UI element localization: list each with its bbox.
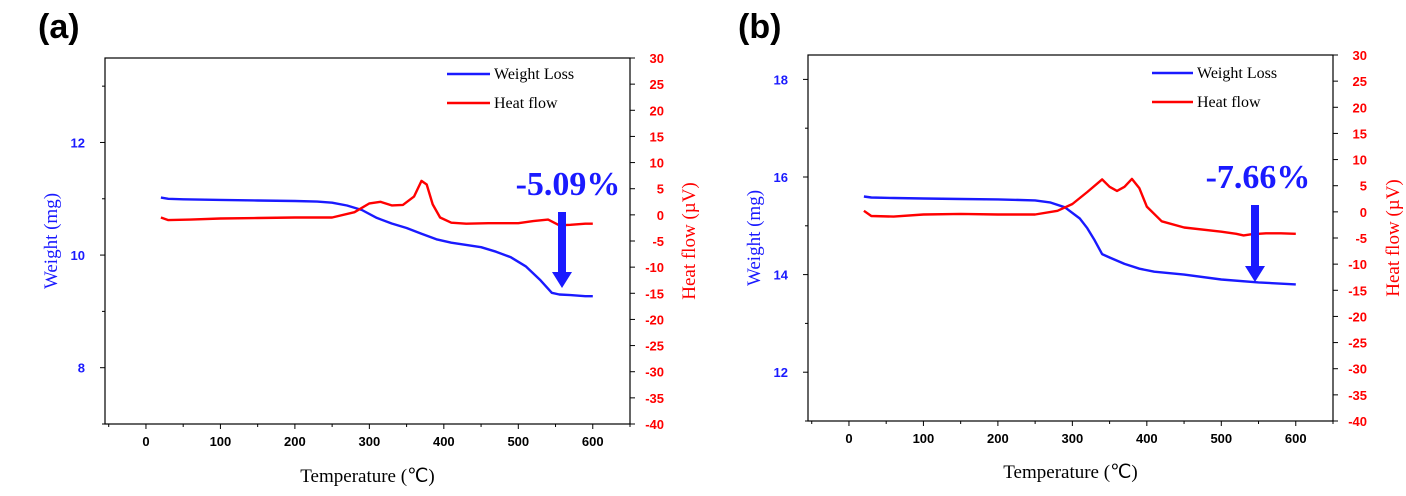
- y-left-tick-label: 12: [71, 135, 85, 150]
- x-tick-label: 200: [284, 434, 306, 449]
- y-right-tick-label: -5: [1355, 231, 1367, 246]
- legend-entry: Heat flow: [494, 95, 558, 112]
- annotation-arrow-shaft: [558, 212, 566, 274]
- panel-label: (b): [738, 8, 781, 46]
- x-tick-label: 300: [1062, 431, 1084, 446]
- y-right-tick-label: -35: [1348, 388, 1367, 403]
- y-right-tick-label: -5: [652, 234, 664, 249]
- y-right-tick-label: -20: [645, 312, 664, 327]
- y-right-tick-label: 30: [1353, 48, 1367, 63]
- panel-label: (a): [38, 8, 80, 46]
- y-right-tick-label: 20: [1353, 100, 1367, 115]
- y-right-tick-label: -40: [1348, 414, 1367, 429]
- y-right-tick-label: -20: [1348, 309, 1367, 324]
- y-left-tick-label: 10: [71, 248, 85, 263]
- annotation-arrow-head: [552, 272, 572, 288]
- legend-entry: Heat flow: [1197, 94, 1261, 111]
- y-right-tick-label: 25: [650, 77, 664, 92]
- y-right-tick-label: -25: [1348, 336, 1367, 351]
- heat-flow-line: [863, 177, 1296, 237]
- weight-loss-line: [863, 195, 1296, 286]
- y-left-axis-title: Weight (mg): [41, 193, 62, 289]
- y-right-tick-label: -30: [645, 365, 664, 380]
- y-right-tick-label: -25: [645, 339, 664, 354]
- annotation-arrow-head: [1245, 266, 1265, 282]
- y-left-tick-label: 14: [774, 268, 789, 283]
- x-tick-label: 100: [210, 434, 232, 449]
- chart-panel-a: (a) 0 100 200 300 400 500 600 8 10 12 30 25 20 15 10 5 0 -…: [38, 8, 700, 487]
- y-left-tick-label: 8: [78, 361, 85, 376]
- x-tick-label: 200: [987, 431, 1009, 446]
- y-left-tick-label: 18: [774, 72, 788, 87]
- y-right-tick-label: 5: [657, 182, 664, 197]
- y-right-tick-label: -10: [645, 260, 664, 275]
- y-right-tick-label: 30: [650, 51, 664, 66]
- legend-entry: Weight Loss: [1197, 65, 1277, 82]
- x-tick-label: 400: [1136, 431, 1158, 446]
- y-right-tick-label: 5: [1360, 179, 1367, 194]
- y-right-tick-label: -40: [645, 417, 664, 432]
- plot-frame: [104, 57, 631, 425]
- y-right-tick-label: 25: [1353, 74, 1367, 89]
- y-left-tick-label: 16: [774, 170, 788, 185]
- y-right-tick-label: 20: [650, 103, 664, 118]
- y-right-tick-label: -30: [1348, 362, 1367, 377]
- chart-panel-b: (b)0 100 200 300 400 500 600121416183025201510…: [738, 8, 1404, 483]
- x-tick-label: 0: [142, 434, 149, 449]
- y-right-tick-label: -10: [1348, 257, 1367, 272]
- y-right-tick-label: -35: [645, 391, 664, 406]
- x-tick-label: 500: [1210, 431, 1232, 446]
- x-tick-label: 500: [507, 434, 529, 449]
- x-tick-label: 600: [1285, 431, 1307, 446]
- y-right-tick-label: -15: [645, 286, 664, 301]
- y-right-axis-title: Heat flow (µV): [679, 182, 700, 300]
- y-right-tick-label: -15: [1348, 283, 1367, 298]
- y-right-tick-label: 0: [657, 208, 664, 223]
- x-axis-title: Temperature (℃): [1003, 462, 1137, 483]
- legend-entry: Weight Loss: [494, 66, 574, 83]
- y-left-tick-label: 12: [774, 365, 788, 380]
- x-tick-label: 600: [582, 434, 604, 449]
- weight-loss-line: [160, 196, 593, 298]
- heat-flow-line: [160, 179, 593, 227]
- y-right-axis-title: Heat flow (µV): [1383, 179, 1404, 297]
- y-right-tick-label: 15: [1353, 126, 1367, 141]
- y-left-axis-title: Weight (mg): [744, 190, 765, 286]
- x-tick-label: 0: [845, 431, 852, 446]
- y-right-tick-label: 10: [650, 156, 664, 171]
- x-tick-label: 400: [433, 434, 455, 449]
- x-axis-title: Temperature (℃): [300, 466, 434, 487]
- y-right-tick-label: 10: [1353, 153, 1367, 168]
- y-right-tick-label: 15: [650, 129, 664, 144]
- y-right-tick-label: 0: [1360, 205, 1367, 220]
- weight-loss-annotation: -7.66%: [1206, 159, 1311, 196]
- annotation-arrow-shaft: [1251, 205, 1259, 268]
- x-tick-label: 100: [913, 431, 935, 446]
- x-tick-label: 300: [359, 434, 381, 449]
- weight-loss-annotation: -5.09%: [516, 166, 621, 203]
